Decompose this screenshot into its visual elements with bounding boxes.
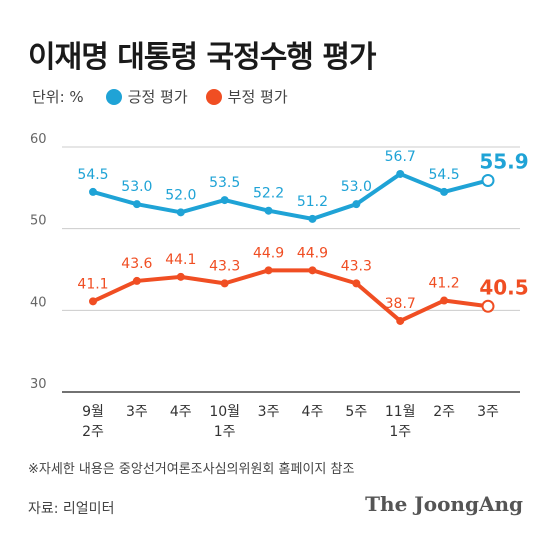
x-tick-label: 4주 — [302, 404, 324, 420]
x-tick-label: 4주 — [170, 404, 192, 420]
data-label: 43.6 — [121, 256, 152, 272]
x-tick-label: 10월 — [209, 404, 240, 420]
data-label: 55.9 — [479, 149, 528, 173]
legend-positive-swatch — [105, 88, 122, 105]
x-tick-label: 5주 — [345, 404, 367, 420]
data-point — [440, 296, 449, 305]
x-tick-label: 9월 — [82, 404, 104, 420]
data-point — [264, 206, 273, 215]
unit-label: 단위: % — [32, 88, 84, 106]
legend-negative-label: 부정 평가 — [227, 88, 288, 106]
data-label: 44.9 — [297, 245, 328, 261]
data-point — [481, 299, 495, 313]
series-line — [91, 171, 490, 221]
data-point — [396, 316, 405, 325]
data-label: 52.0 — [165, 187, 196, 203]
data-label: 54.5 — [429, 167, 460, 183]
data-point — [89, 187, 97, 196]
data-label: 43.3 — [341, 258, 372, 274]
x-tick-label: 1주 — [389, 424, 411, 440]
data-point — [308, 266, 317, 275]
legend-item-negative: 부정 평가 — [205, 86, 288, 107]
data-point — [264, 266, 273, 275]
data-point — [132, 276, 141, 285]
data-label: 40.5 — [479, 275, 528, 299]
data-point — [308, 214, 317, 223]
data-label: 43.3 — [209, 258, 240, 274]
x-tick-label: 3주 — [126, 404, 148, 420]
data-point — [440, 187, 449, 196]
data-label: 38.7 — [385, 296, 416, 312]
y-tick-label: 50 — [30, 214, 47, 229]
data-label: 41.2 — [429, 276, 460, 292]
data-point — [176, 208, 185, 217]
y-tick-label: 40 — [30, 295, 47, 310]
x-tick-label: 1주 — [214, 424, 236, 440]
data-point — [132, 200, 141, 209]
x-tick-label: 11월 — [385, 404, 416, 420]
footnote: ※자세한 내용은 중앙선거여론조사심의위원회 홈페이지 참조 — [28, 462, 355, 477]
data-label: 53.5 — [209, 175, 240, 191]
data-point — [89, 297, 97, 306]
data-label: 53.0 — [121, 179, 152, 195]
data-label: 52.2 — [253, 186, 284, 202]
legend-negative-swatch — [205, 88, 222, 105]
series-line — [91, 268, 490, 323]
y-tick-label: 60 — [30, 132, 47, 147]
data-point — [352, 200, 361, 209]
data-label: 54.5 — [77, 167, 108, 183]
data-label: 41.1 — [77, 276, 108, 292]
data-point — [176, 272, 185, 281]
data-label: 51.2 — [297, 194, 328, 210]
data-point — [481, 173, 495, 187]
y-tick-label: 30 — [30, 377, 47, 392]
x-tick-label: 3주 — [258, 404, 280, 420]
x-tick-label: 2주 — [82, 424, 104, 440]
x-tick-label: 3주 — [477, 404, 499, 420]
x-tick-label: 2주 — [433, 404, 455, 420]
data-point — [396, 169, 405, 178]
data-label: 44.1 — [165, 252, 196, 268]
data-point — [352, 279, 361, 288]
chart-title: 이재명 대통령 국정수행 평가 — [28, 40, 377, 75]
data-label: 56.7 — [385, 149, 416, 165]
legend: 단위: % 긍정 평가 부정 평가 — [32, 86, 306, 107]
data-point — [220, 279, 229, 288]
source-note: 자료: 리얼미터 — [28, 501, 115, 517]
data-label: 44.9 — [253, 245, 284, 261]
brand-logo: The JoongAng — [365, 492, 523, 516]
legend-item-positive: 긍정 평가 — [105, 86, 188, 107]
data-label: 53.0 — [341, 179, 372, 195]
legend-positive-label: 긍정 평가 — [127, 88, 188, 106]
data-point — [220, 196, 229, 205]
